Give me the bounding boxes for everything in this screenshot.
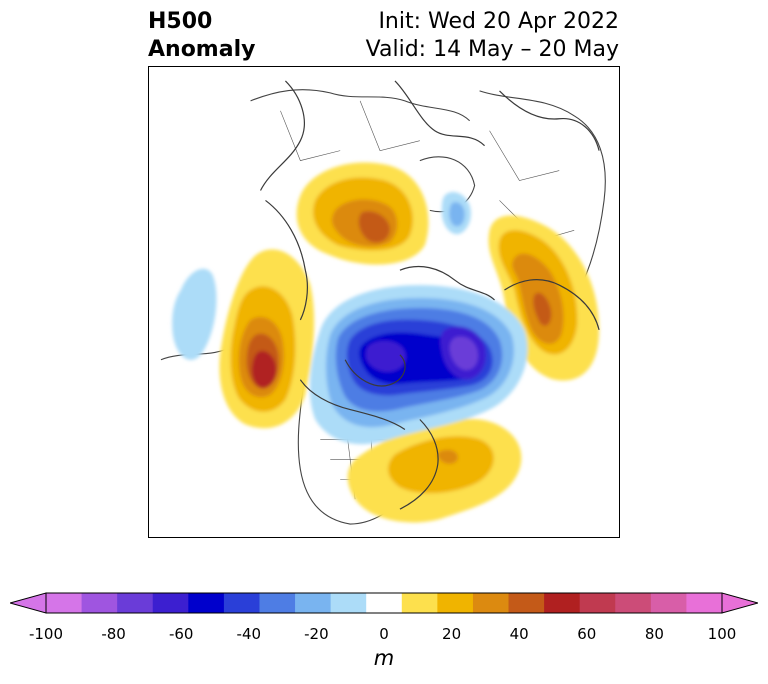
colorbar-cell	[579, 593, 616, 613]
colorbar-cell	[366, 593, 403, 613]
positive-europe-core	[533, 292, 552, 326]
colorbar-tick-label: -20	[304, 625, 329, 643]
colorbar-tick-label: 0	[379, 625, 389, 643]
title-line-1: H500	[148, 9, 213, 34]
colorbar-cell	[117, 593, 154, 613]
colorbar-cell	[615, 593, 652, 613]
colorbar-cell	[259, 593, 296, 613]
valid-label: Valid: 14 May – 20 May	[365, 37, 619, 62]
colorbar-under-arrow	[10, 592, 47, 614]
colorbar-unit-label: m	[373, 646, 395, 670]
negative-pacific	[172, 268, 217, 360]
colorbar-cell	[330, 593, 367, 613]
negative-hudson-core	[366, 340, 406, 372]
colorbar-tick-label: -60	[168, 625, 194, 643]
colorbar-tick-label: -40	[236, 625, 262, 643]
coastline-siberia	[250, 89, 471, 122]
colorbar-cell	[544, 593, 581, 613]
colorbar-cell	[686, 593, 723, 613]
colorbar-tick-label: -100	[28, 625, 64, 643]
colorbar-tick-label: 60	[577, 625, 597, 643]
anomaly-map	[160, 80, 606, 525]
colorbar-cell	[295, 593, 332, 613]
positive-alaska-core	[251, 350, 277, 388]
colorbar-cell	[152, 593, 189, 613]
colorbar-cell	[81, 593, 118, 613]
title-line-2: Anomaly	[148, 37, 256, 62]
colorbar-over-arrow	[721, 592, 758, 614]
negative-siberia-small-mid	[449, 202, 465, 227]
colorbar-cell	[650, 593, 687, 613]
colorbar-cells	[46, 593, 723, 613]
coastlines-over	[259, 80, 600, 510]
positive-eastus-core	[437, 449, 458, 464]
positive-eastus-mid	[388, 436, 494, 494]
colorbar-cell	[223, 593, 260, 613]
colorbar-cell	[401, 593, 438, 613]
colorbar-tick-label: -80	[101, 625, 126, 643]
negative-arctic-core	[449, 336, 478, 371]
colorbar-cell	[472, 593, 510, 613]
run-info: Init: Wed 20 Apr 2022 Valid: 14 May – 20…	[366, 8, 619, 64]
colorbar-tick-label: 80	[644, 625, 664, 643]
chart-title: H500 Anomaly	[148, 8, 255, 64]
map-panel	[148, 66, 620, 538]
colorbar-cell	[508, 593, 545, 613]
colorbar-outline	[45, 592, 723, 614]
colorbar-tick-label: 20	[442, 625, 462, 643]
colorbar	[10, 592, 758, 614]
colorbar-cell	[46, 593, 83, 613]
colorbar-cell	[437, 593, 474, 613]
contour-fills	[172, 162, 600, 523]
coastline-europe	[479, 90, 606, 291]
init-label: Init: Wed 20 Apr 2022	[378, 9, 619, 34]
colorbar-cell	[188, 593, 225, 613]
positive-siberia-core	[358, 211, 390, 243]
colorbar-tick-label: 100	[707, 625, 737, 643]
colorbar-tick-label: 40	[509, 625, 529, 643]
